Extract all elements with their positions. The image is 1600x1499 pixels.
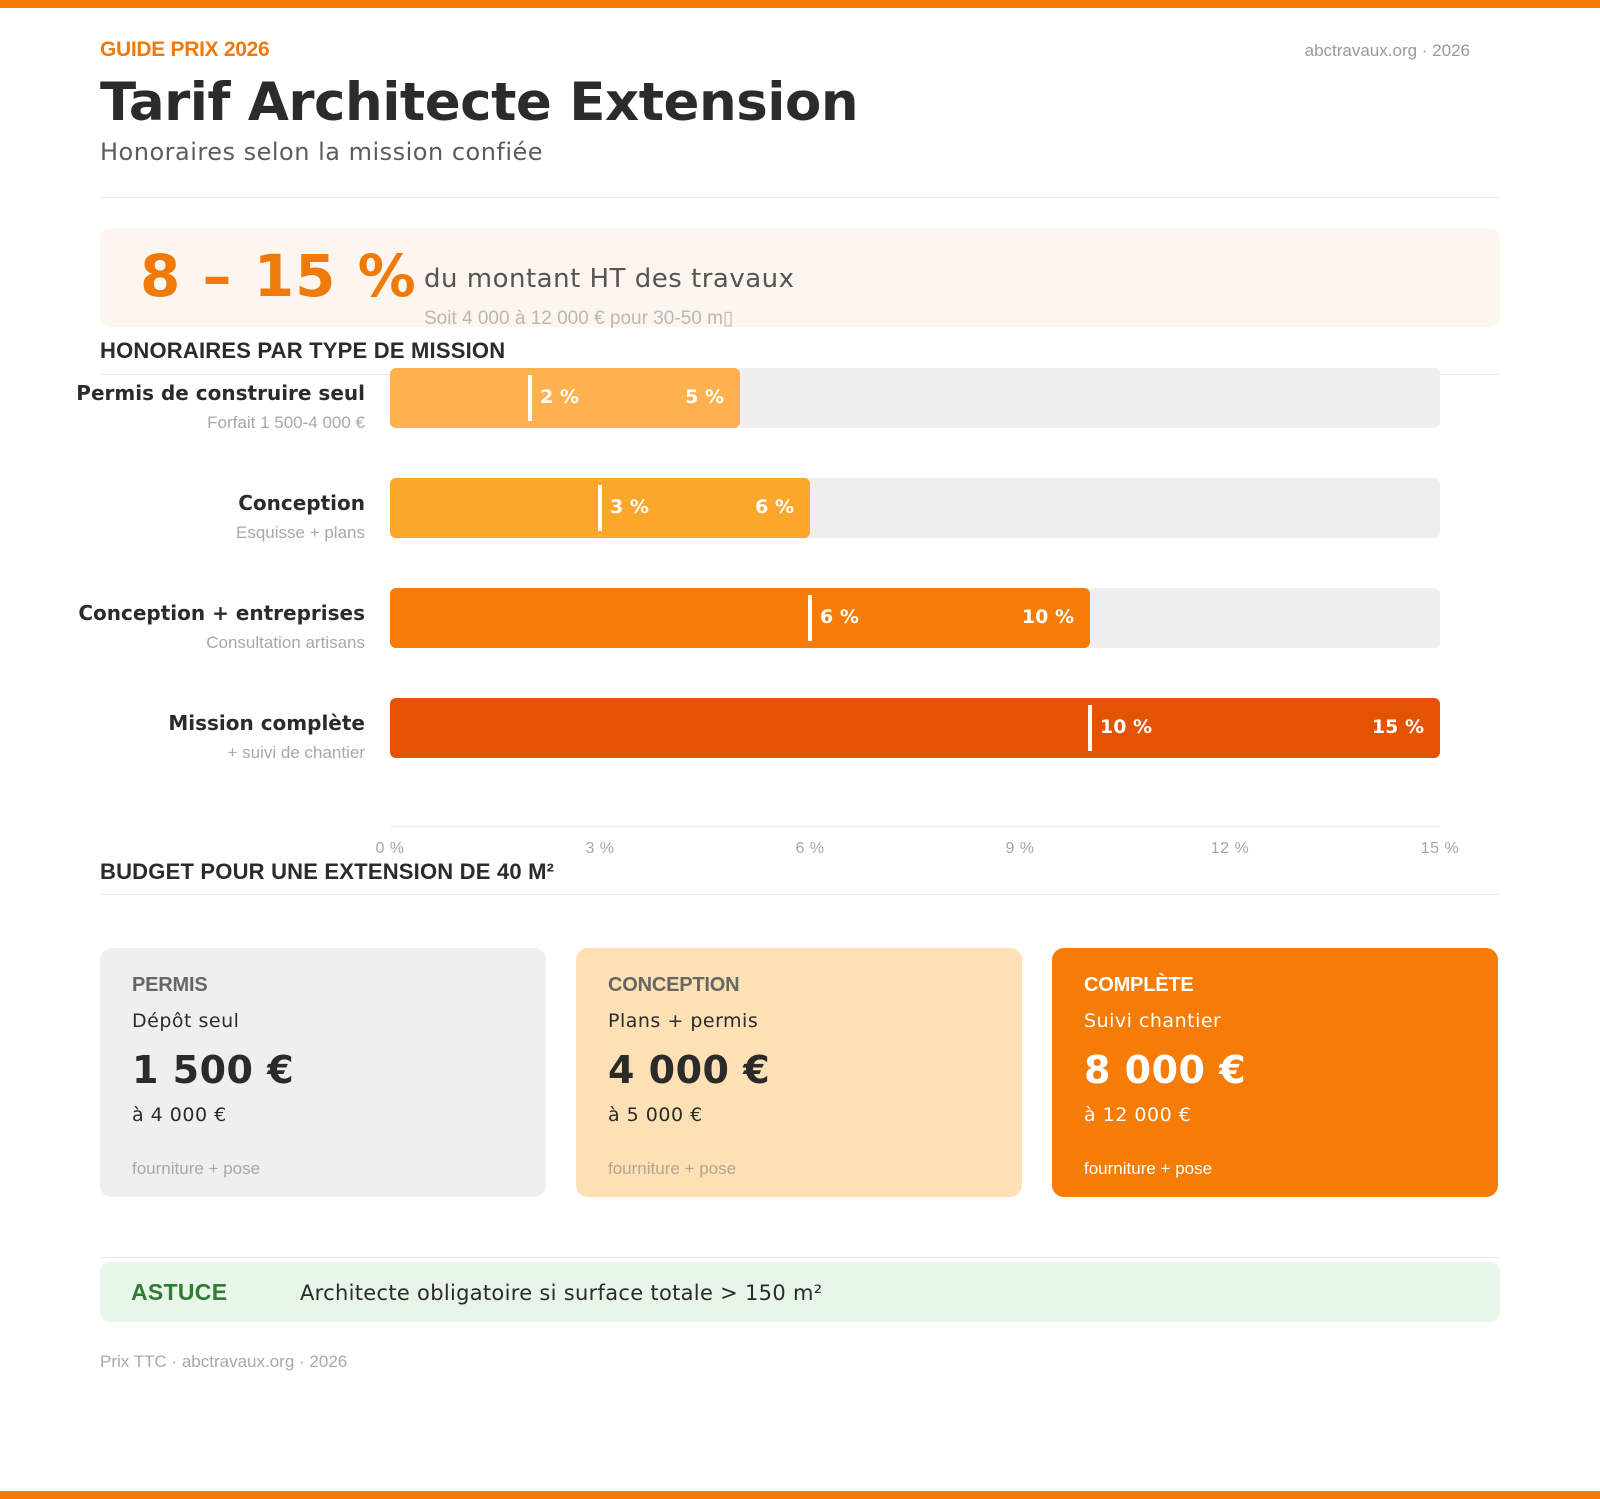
hero-text: du montant HT des travaux [424, 264, 795, 294]
row-label: Conception + entreprises [78, 601, 365, 625]
section-divider [100, 894, 1500, 895]
tip-label: ASTUCE [131, 1279, 228, 1305]
page-title: Tarif Architecte Extension [100, 72, 859, 133]
high-value-label: 6 % [755, 496, 794, 518]
low-marker [1088, 705, 1092, 751]
card-footnote: fourniture + pose [608, 1159, 737, 1178]
low-value-label: 10 % [1100, 716, 1153, 738]
budget-card: COMPLÈTE Suivi chantier 8 000 € à 12 000 € f… [1052, 948, 1498, 1197]
low-marker [808, 595, 812, 641]
card-description: Suivi chantier [1084, 1010, 1222, 1032]
high-value-label: 15 % [1371, 716, 1424, 738]
low-value-label: 6 % [820, 606, 859, 628]
header-divider [100, 197, 1500, 198]
row-sublabel: + suivi de chantier [227, 743, 366, 762]
tip-text: Architecte obligatoire si surface totale… [300, 1281, 823, 1305]
source-label: abctravaux.org · 2026 [1304, 41, 1470, 60]
card-category: CONCEPTION [608, 974, 740, 996]
bar-track: 6 % 10 % [390, 588, 1440, 648]
footer-source: Prix TTC · abctravaux.org · 2026 [100, 1352, 348, 1371]
high-value-label: 10 % [1021, 606, 1074, 628]
bar-fill: 2 % 5 % [390, 368, 740, 428]
x-axis-line [390, 826, 1440, 827]
card-description: Dépôt seul [132, 1010, 240, 1032]
bar-fill: 3 % 6 % [390, 478, 810, 538]
row-label: Permis de construire seul [76, 381, 365, 405]
tip-banner: ASTUCE Architecte obligatoire si surface… [100, 1262, 1500, 1322]
x-tick-label: 0 % [375, 840, 405, 857]
low-marker [528, 375, 532, 421]
x-tick-label: 3 % [585, 840, 615, 857]
bar-track: 3 % 6 % [390, 478, 1440, 538]
hero-panel [100, 228, 1500, 327]
card-price-max: à 5 000 € [608, 1104, 703, 1126]
x-tick-label: 15 % [1420, 840, 1460, 857]
tip-divider [100, 1257, 1500, 1258]
bar-track: 10 % 15 % [390, 698, 1440, 758]
low-value-label: 2 % [540, 386, 579, 408]
x-tick-label: 6 % [795, 840, 825, 857]
card-price-max: à 12 000 € [1084, 1104, 1192, 1126]
card-description: Plans + permis [608, 1010, 759, 1032]
hero-range: 8 – 15 % [140, 242, 417, 310]
section-title-budget: BUDGET POUR UNE EXTENSION DE 40 M² [100, 859, 555, 884]
budget-card: CONCEPTION Plans + permis 4 000 € à 5 000 €… [576, 948, 1022, 1197]
card-price: 8 000 € [1084, 1048, 1247, 1092]
hero-note: Soit 4 000 à 12 000 € pour 30-50 m▯ [424, 308, 734, 329]
top-accent-bar [0, 0, 1600, 8]
section-title-missions: HONORAIRES PAR TYPE DE MISSION [100, 338, 506, 363]
low-marker [598, 485, 602, 531]
x-tick-label: 12 % [1210, 840, 1250, 857]
bar-track: 2 % 5 % [390, 368, 1440, 428]
card-footnote: fourniture + pose [1084, 1159, 1213, 1178]
bottom-accent-bar [0, 1491, 1600, 1499]
card-price: 1 500 € [132, 1048, 295, 1092]
row-sublabel: Esquisse + plans [236, 523, 365, 542]
card-category: PERMIS [132, 974, 208, 996]
x-tick-label: 9 % [1005, 840, 1035, 857]
row-label: Conception [238, 491, 365, 515]
row-sublabel: Forfait 1 500-4 000 € [207, 413, 365, 432]
low-value-label: 3 % [610, 496, 649, 518]
high-value-label: 5 % [685, 386, 724, 408]
bar-fill: 10 % 15 % [390, 698, 1440, 758]
card-category: COMPLÈTE [1084, 974, 1194, 996]
card-price: 4 000 € [608, 1048, 771, 1092]
bar-fill: 6 % 10 % [390, 588, 1090, 648]
card-footnote: fourniture + pose [132, 1159, 261, 1178]
guide-kicker: GUIDE PRIX 2026 [100, 38, 270, 61]
row-sublabel: Consultation artisans [206, 633, 365, 652]
page-subtitle: Honoraires selon la mission confiée [100, 138, 544, 166]
budget-card: PERMIS Dépôt seul 1 500 € à 4 000 € fournitu… [100, 948, 546, 1197]
row-label: Mission complète [168, 711, 365, 735]
card-price-max: à 4 000 € [132, 1104, 227, 1126]
